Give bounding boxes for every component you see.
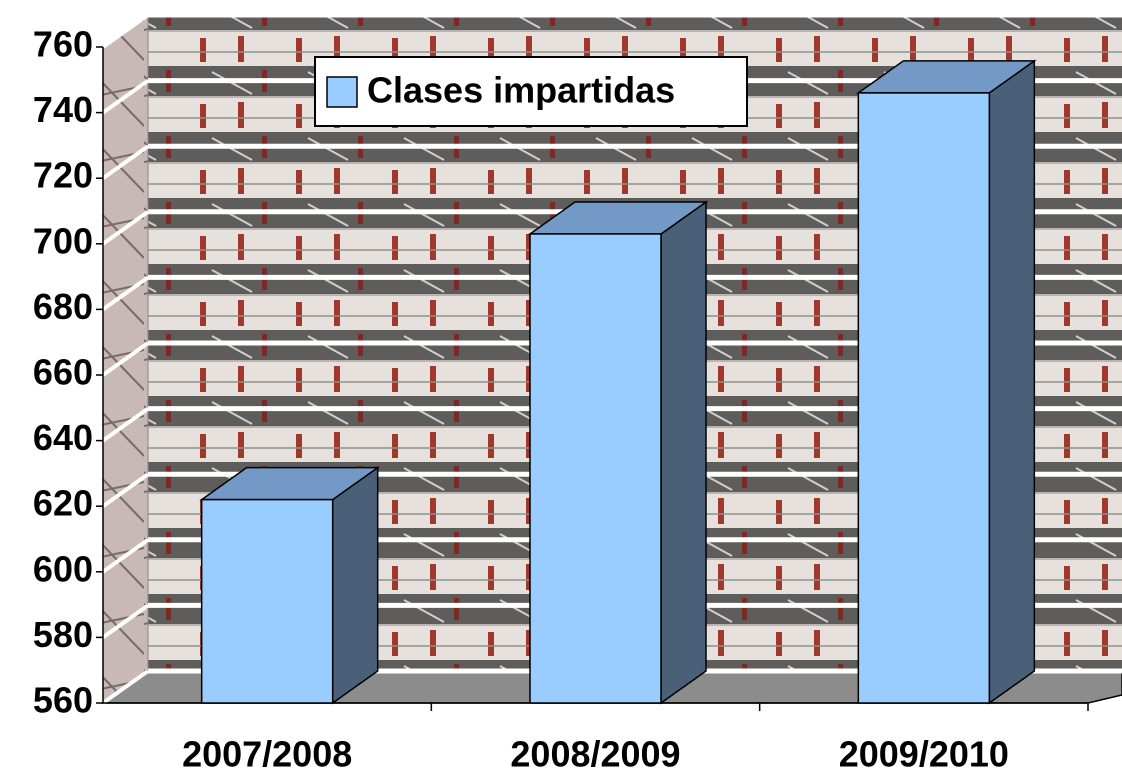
y-tick-label: 620 xyxy=(33,483,93,524)
y-tick-label: 740 xyxy=(33,89,93,130)
legend-swatch xyxy=(327,77,357,107)
y-tick-label: 680 xyxy=(33,286,93,327)
y-tick-label: 560 xyxy=(33,680,93,721)
bar xyxy=(858,93,989,703)
x-tick-label: 2008/2009 xyxy=(510,734,680,775)
y-tick-label: 640 xyxy=(33,417,93,458)
x-tick-label: 2007/2008 xyxy=(182,734,352,775)
y-tick-label: 760 xyxy=(33,24,93,65)
bar xyxy=(202,500,333,703)
y-tick-label: 600 xyxy=(33,548,93,589)
x-tick-label: 2009/2010 xyxy=(839,734,1009,775)
bar-side xyxy=(333,468,378,703)
chart: 560 580 600 620 640 660 680 700 720 740 760 2007/20… xyxy=(0,0,1122,781)
y-tick-label: 580 xyxy=(33,614,93,655)
y-tick-label: 660 xyxy=(33,352,93,393)
bar-side xyxy=(989,61,1034,703)
bar xyxy=(530,234,661,703)
y-tick-label: 700 xyxy=(33,220,93,261)
legend-label: Clases impartidas xyxy=(367,70,675,111)
y-tick-label: 720 xyxy=(33,155,93,196)
bar-side xyxy=(661,202,706,703)
